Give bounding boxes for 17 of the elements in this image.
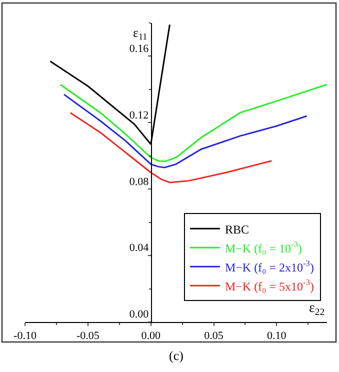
x-tick-label: 0.10 <box>267 330 287 342</box>
y-tick-label: 0.12 <box>129 109 149 122</box>
y-tick-label: 0.00 <box>129 308 150 321</box>
text: (c) <box>169 348 184 363</box>
x-tick-label: -0.10 <box>14 330 37 342</box>
y-tick-label: 0.04 <box>129 242 150 254</box>
x-axis-title: ε$_{22}$ <box>309 301 325 318</box>
legend-label: M−K (f₀ = 2x10$^{-3}$) <box>224 259 314 274</box>
legend-label: M−K (f₀ = 10$^{-3}$) <box>224 240 302 256</box>
y-tick-label: 0.08 <box>129 176 150 188</box>
legend-label: RBC <box>224 222 249 236</box>
x-tick-label: 0.05 <box>204 330 224 342</box>
y-axis-title: ε$_{11}$ <box>133 25 148 42</box>
x-tick-label: 0.00 <box>141 330 161 342</box>
y-tick-label: 0.16 <box>129 42 150 55</box>
legend-label: M−K (f₀ = 5x10$^{-3}$) <box>224 278 314 294</box>
x-tick-label: -0.05 <box>76 330 100 342</box>
